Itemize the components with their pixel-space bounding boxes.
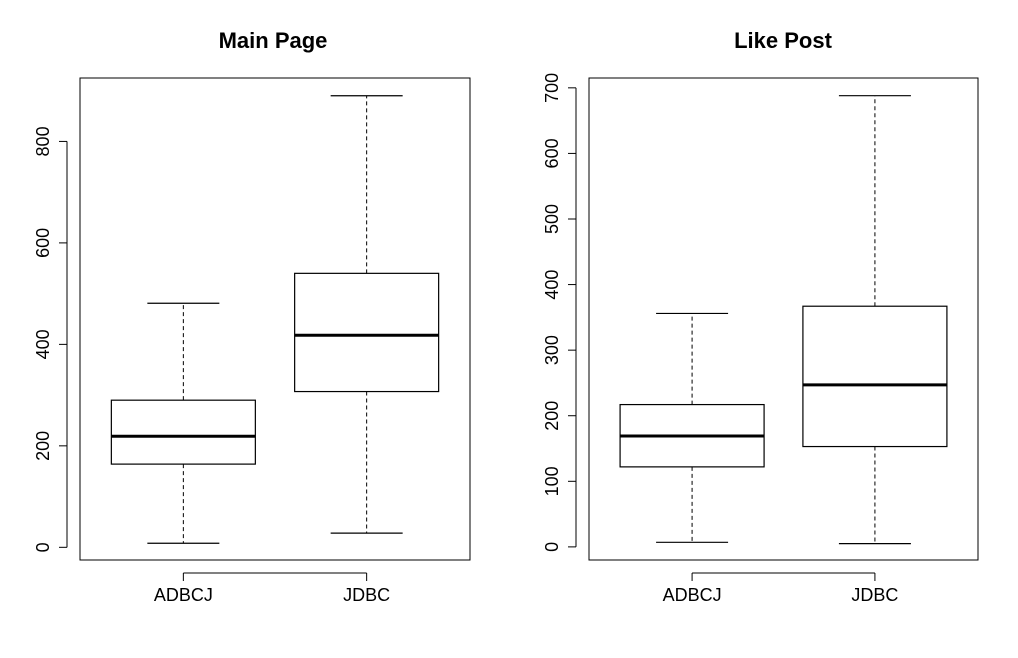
y-tick-label: 700 xyxy=(542,73,562,103)
y-tick-label: 300 xyxy=(542,335,562,365)
x-tick-label: JDBC xyxy=(343,585,390,605)
y-tick-label: 0 xyxy=(33,542,53,552)
y-tick-label: 500 xyxy=(542,204,562,234)
y-tick-label: 0 xyxy=(542,542,562,552)
x-tick-label: ADBCJ xyxy=(154,585,213,605)
y-tick-label: 800 xyxy=(33,126,53,156)
plot-frame xyxy=(79,77,471,561)
x-tick-label: JDBC xyxy=(851,585,898,605)
box-adbcj xyxy=(619,312,765,543)
y-tick-label: 600 xyxy=(33,228,53,258)
chart-title: Main Page xyxy=(219,28,328,53)
y-tick-label: 200 xyxy=(33,431,53,461)
plot-frame xyxy=(588,77,979,561)
chart-title: Like Post xyxy=(734,28,832,53)
iqr-box xyxy=(110,399,256,465)
y-tick-label: 400 xyxy=(33,329,53,359)
chart-panel-0: Main Page 0 200 400 600 800 ADBCJ JDBC xyxy=(33,28,471,605)
iqr-box xyxy=(802,305,948,448)
y-tick-label: 100 xyxy=(542,466,562,496)
y-tick-label: 600 xyxy=(542,138,562,168)
y-tick-label: 200 xyxy=(542,401,562,431)
x-tick-label: ADBCJ xyxy=(663,585,722,605)
box-jdbc xyxy=(294,95,440,534)
box-adbcj xyxy=(110,302,256,544)
y-tick-label: 400 xyxy=(542,270,562,300)
iqr-box xyxy=(294,272,440,393)
chart-panel-1: Like Post 0 100 200 300 400 500 600 700 ADBCJ JDBC xyxy=(542,28,979,605)
box-jdbc xyxy=(802,95,948,545)
